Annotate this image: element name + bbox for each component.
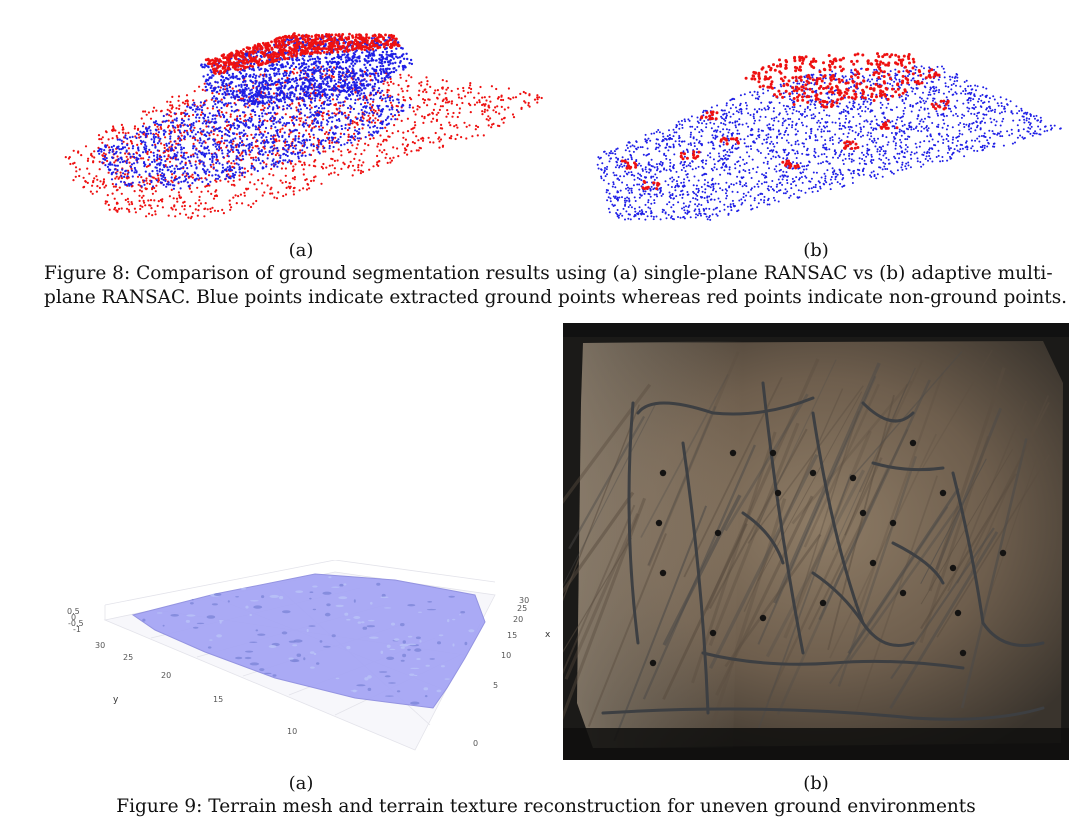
texture-cracks: [601, 381, 1045, 721]
figure-8a-label: (a): [288, 240, 314, 261]
x-tick-label: 10: [501, 651, 511, 660]
figure-8-caption-line-1: Figure 8: Comparison of ground segmentat…: [44, 263, 1053, 284]
mesh-plot-svg: 0.5 0 -0.5 -1 30 25 20 15 10 y 30 25 20 …: [67, 560, 551, 751]
y-tick-label: 30: [95, 641, 105, 650]
z-tick-label: 0.5: [67, 607, 80, 616]
z-tick-label: 0: [71, 613, 76, 622]
figure-9b-label: (b): [803, 773, 829, 794]
y-tick-label: 15: [213, 695, 223, 704]
point-cloud-a-image: [64, 32, 543, 220]
x-tick-label: 15: [507, 631, 517, 640]
figure-8-caption-line-2: plane RANSAC. Blue points indicate extra…: [44, 287, 1068, 308]
texture-holes: [649, 439, 1007, 667]
z-tick-label: -1: [73, 625, 81, 634]
x-tick-label: 5: [493, 681, 498, 690]
figure-9a-label: (a): [288, 773, 314, 794]
y-tick-label: 25: [123, 653, 133, 662]
figure-8b-point-cloud: [590, 45, 1070, 225]
x-tick-label: 30: [519, 596, 529, 605]
figure-8: (a) (b) Figure 8: Comparison of ground s…: [0, 0, 1092, 320]
z-tick-label: -0.5: [68, 619, 84, 628]
y-axis-label: y: [113, 695, 119, 705]
figure-9b-terrain-texture: [563, 323, 1069, 760]
mesh-surface-texture: [142, 576, 475, 705]
figure-8a-point-cloud: [55, 25, 555, 225]
x-axis-label: x: [545, 630, 551, 640]
figure-8-caption: Figure 8: Comparison of ground segmentat…: [44, 262, 1068, 310]
x-tick-label: 25: [517, 604, 527, 613]
terrain-mesh-surface: [131, 573, 486, 709]
x-tick-label: 0: [473, 739, 478, 748]
x-tick-label: 20: [513, 615, 523, 624]
figure-9-caption: Figure 9: Terrain mesh and terrain textu…: [116, 796, 976, 817]
figure-8b-label: (b): [803, 240, 829, 261]
terrain-texture-image: [563, 323, 1069, 760]
y-tick-label: 20: [161, 671, 171, 680]
figure-9a-mesh-plot: 0.5 0 -0.5 -1 30 25 20 15 10 y 30 25 20 …: [55, 560, 555, 760]
point-cloud-b-image: [596, 52, 1062, 221]
y-tick-label: 10: [287, 727, 297, 736]
